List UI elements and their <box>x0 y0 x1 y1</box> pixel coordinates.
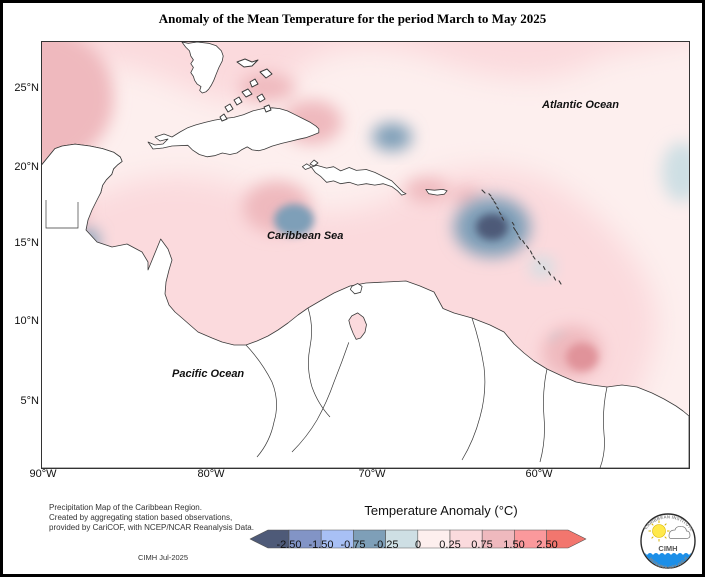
svg-text:Caribbean Sea: Caribbean Sea <box>267 230 343 242</box>
svg-text:Pacific Ocean: Pacific Ocean <box>172 368 244 380</box>
svg-text:Atlantic Ocean: Atlantic Ocean <box>541 99 619 111</box>
svg-text:CIMH: CIMH <box>658 544 677 553</box>
